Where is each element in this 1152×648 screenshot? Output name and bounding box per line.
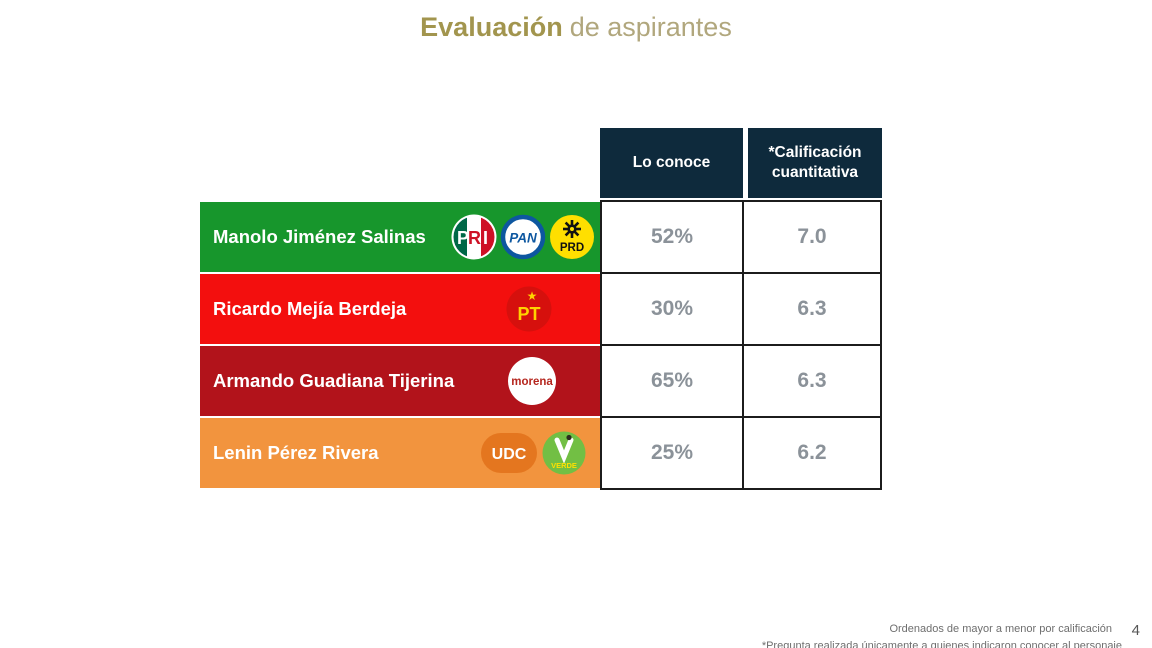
pri-logo: P R I <box>451 214 497 260</box>
candidate-name: Armando Guadiana Tijerina <box>213 370 455 391</box>
lo-conoce-value: 65% <box>602 346 744 418</box>
svg-text:morena: morena <box>511 376 553 388</box>
footnote-question: *Pregunta realizada únicamente a quienes… <box>761 640 1122 648</box>
footnote-order: Ordenados de mayor a menor por calificac… <box>889 623 1112 635</box>
calificacion-value: 6.2 <box>797 441 827 464</box>
svg-text:PT: PT <box>517 304 540 324</box>
calificacion-value: 7.0 <box>744 202 880 274</box>
candidate-name: Lenin Pérez Rivera <box>213 442 379 463</box>
column-header-calificacion: *Calificación cuantitativa <box>748 128 882 198</box>
candidate-name: Ricardo Mejía Berdeja <box>213 298 407 319</box>
page-title-rest: de aspirantes <box>569 12 732 42</box>
pt-logo: ★ PT <box>506 286 552 332</box>
party-logos: P R I PAN PRD <box>451 202 595 272</box>
svg-text:I: I <box>483 228 488 248</box>
lo-conoce-value: 30% <box>602 274 744 346</box>
svg-text:VERDE: VERDE <box>551 461 577 470</box>
svg-text:UDC: UDC <box>492 446 527 463</box>
lo-conoce-value: 52% <box>602 202 744 274</box>
lo-conoce-value: 25% <box>602 418 744 488</box>
candidate-row: Ricardo Mejía Berdeja ★ PT <box>200 274 600 344</box>
svg-text:R: R <box>468 228 481 248</box>
udc-logo: UDC <box>481 433 537 473</box>
svg-text:PRD: PRD <box>560 242 584 254</box>
party-logos: ★ PT <box>505 274 553 344</box>
candidate-row: Manolo Jiménez Salinas P R I PAN <box>200 202 600 272</box>
party-logos: morena <box>507 346 557 416</box>
prd-logo: PRD <box>550 215 594 259</box>
column-header-lo-conoce: Lo conoce <box>600 128 743 198</box>
candidate-row: Armando Guadiana Tijerina morena <box>200 346 600 416</box>
candidate-row: Lenin Pérez Rivera UDC VERDE <box>200 418 600 488</box>
values-table: 52% 7.0 30% 6.3 65% 6.3 25% 6.2 <box>600 200 882 490</box>
candidate-name: Manolo Jiménez Salinas <box>213 226 426 247</box>
morena-logo: morena <box>508 357 556 405</box>
party-logos: UDC VERDE <box>480 418 587 488</box>
calificacion-value: 6.3 <box>744 346 880 418</box>
calificacion-value: 6.3 <box>744 274 880 346</box>
page-title: Evaluación de aspirantes <box>0 12 1152 43</box>
svg-text:P: P <box>457 228 469 248</box>
pan-logo: PAN <box>500 214 546 260</box>
verde-logo: VERDE <box>542 431 586 475</box>
page-title-emphasis: Evaluación <box>420 12 563 42</box>
svg-text:PAN: PAN <box>509 231 537 246</box>
svg-text:★: ★ <box>527 289 538 303</box>
page-number: 4 <box>1131 622 1140 639</box>
